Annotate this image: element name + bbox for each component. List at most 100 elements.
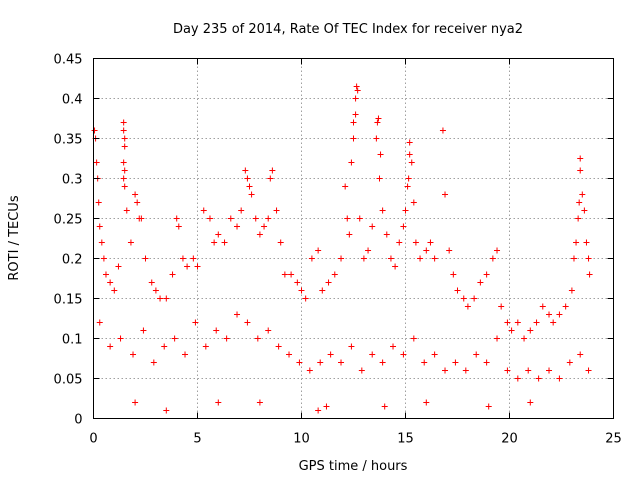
data-point [256, 231, 263, 238]
data-point [483, 359, 490, 366]
x-tick-label: 25 [605, 432, 622, 447]
data-point [96, 223, 103, 230]
data-point [302, 295, 309, 302]
data-point [408, 159, 415, 166]
data-point [404, 183, 411, 190]
data-point [346, 231, 353, 238]
data-point [248, 191, 255, 198]
data-point [533, 319, 540, 326]
y-tick-label: 0.05 [54, 373, 83, 388]
data-point [365, 247, 372, 254]
data-point [485, 403, 492, 410]
data-point [402, 207, 409, 214]
data-point [120, 127, 127, 134]
data-point [265, 215, 272, 222]
data-point [352, 111, 359, 118]
data-point [132, 399, 139, 406]
x-axis-label: GPS time / hours [299, 459, 408, 474]
data-point [269, 167, 276, 174]
data-point [562, 303, 569, 310]
data-point [95, 199, 102, 206]
data-points [91, 83, 593, 414]
data-point [252, 215, 259, 222]
data-point [373, 135, 380, 142]
data-point [169, 271, 176, 278]
data-point [570, 255, 577, 262]
data-point [577, 155, 584, 162]
data-point [273, 207, 280, 214]
data-point [190, 255, 197, 262]
data-point [514, 319, 521, 326]
data-point [442, 191, 449, 198]
data-point [583, 239, 590, 246]
data-point [206, 215, 213, 222]
y-tick-label: 0 [74, 413, 82, 428]
data-point [277, 239, 284, 246]
data-point [148, 279, 155, 286]
data-point [121, 135, 128, 142]
data-point [525, 367, 532, 374]
y-tick-label: 0.15 [54, 293, 83, 308]
data-point [489, 255, 496, 262]
data-point [352, 95, 359, 102]
y-tick-label: 0.35 [54, 133, 83, 148]
data-point [194, 263, 201, 270]
data-point [521, 335, 528, 342]
data-point [317, 359, 324, 366]
data-point [579, 191, 586, 198]
data-point [256, 399, 263, 406]
data-point [410, 199, 417, 206]
data-point [107, 279, 114, 286]
data-point [221, 239, 228, 246]
data-point [527, 327, 534, 334]
x-tick-label: 20 [501, 432, 518, 447]
data-point [132, 191, 139, 198]
data-point [91, 127, 98, 134]
y-tick-label: 0.2 [62, 253, 83, 268]
data-point [130, 351, 137, 358]
data-point [442, 367, 449, 374]
data-point [265, 327, 272, 334]
data-point [585, 367, 592, 374]
data-point [107, 343, 114, 350]
data-point [127, 239, 134, 246]
data-point [400, 351, 407, 358]
data-point [431, 351, 438, 358]
data-point [439, 127, 446, 134]
data-point [100, 255, 107, 262]
y-tick-label: 0.25 [54, 213, 83, 228]
data-point [267, 175, 274, 182]
data-point [244, 175, 251, 182]
y-tick-labels: 0 0.05 0.1 0.15 0.2 0.25 0.3 0.35 0.4 0.45 [54, 53, 83, 428]
data-point [111, 287, 118, 294]
data-point [581, 207, 588, 214]
data-point [234, 223, 241, 230]
data-point [242, 167, 249, 174]
data-point [150, 359, 157, 366]
data-point [331, 271, 338, 278]
data-point [387, 255, 394, 262]
data-point [348, 159, 355, 166]
data-point [446, 247, 453, 254]
data-point [182, 351, 189, 358]
data-point [431, 255, 438, 262]
data-point [96, 319, 103, 326]
data-point [281, 271, 288, 278]
x-tick-labels: 0 5 10 15 20 25 [89, 432, 621, 447]
data-point [121, 167, 128, 174]
data-point [179, 255, 186, 262]
data-point [350, 119, 357, 126]
data-point [375, 115, 382, 122]
data-point [494, 247, 501, 254]
data-point [556, 311, 563, 318]
data-point [498, 303, 505, 310]
data-point [171, 335, 178, 342]
data-point [163, 407, 170, 414]
data-point [556, 375, 563, 382]
data-point [157, 295, 164, 302]
data-point [383, 231, 390, 238]
data-point [400, 223, 407, 230]
data-point [120, 159, 127, 166]
